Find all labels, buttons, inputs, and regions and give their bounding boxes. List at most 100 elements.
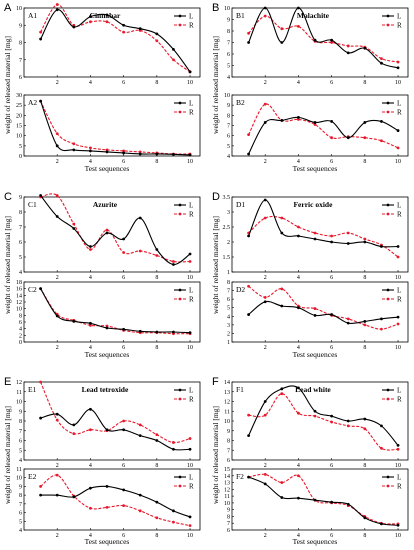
legend-label-D2-L: L	[397, 287, 401, 295]
data-point-F2-L-5	[330, 500, 334, 504]
data-point-C2-L-4	[105, 326, 109, 330]
data-point-C1-L-3	[89, 245, 92, 248]
data-point-E2-R-0	[39, 485, 43, 488]
y-tick-label-F2-5: 11	[224, 494, 230, 500]
data-point-A2-L-8	[172, 152, 175, 156]
data-point-D1-R-7	[363, 237, 367, 241]
panel-label-D1: D1	[236, 200, 245, 209]
y-tick-label-C1-1: 5	[19, 255, 22, 261]
panel-label-D2: D2	[236, 285, 245, 294]
y-tick-label-E1-1: 5	[19, 448, 22, 454]
y-tick-label-F1-5: 11	[224, 409, 230, 415]
series-line-B1-L	[248, 7, 399, 69]
data-point-C1-L-5	[122, 237, 126, 241]
legend-marker-B1-L	[386, 14, 390, 18]
y-tick-label-E1-4: 8	[19, 419, 22, 425]
x-tick-label-A2-3: 8	[155, 159, 158, 165]
panel-D2: 1 2 3 4 5 6 7 8 2 4 6 8 10 D2 LR	[227, 280, 409, 351]
data-point-F1-R-7	[363, 427, 367, 431]
y-tick-label-F2-4: 10	[224, 501, 230, 507]
data-point-D1-R-1	[263, 216, 267, 220]
x-tick-label-B1-4: 10	[395, 80, 401, 86]
data-point-F2-L-2	[280, 496, 284, 499]
data-point-E2-R-9	[188, 524, 192, 528]
series-line-B1-R	[248, 15, 399, 63]
x-tick-label-D1-2: 6	[330, 275, 333, 281]
data-point-E1-R-2	[72, 432, 76, 436]
data-point-D1-R-6	[346, 231, 350, 235]
data-point-E1-L-9	[188, 447, 192, 451]
x-tick-label-F1-3: 8	[363, 463, 366, 469]
panel-label-F1: F1	[236, 385, 244, 394]
x-tick-label-A1-0: 2	[56, 80, 59, 86]
data-point-E1-R-6	[138, 423, 142, 427]
data-point-E2-L-7	[155, 500, 159, 504]
data-point-D2-R-2	[280, 287, 284, 291]
data-point-A2-L-2	[72, 148, 76, 152]
x-tick-label-E2-4: 10	[187, 533, 193, 539]
y-tick-label-F2-0: 6	[227, 528, 230, 534]
figure-letter-A1: A	[4, 2, 12, 14]
data-point-E1-R-8	[172, 441, 175, 444]
data-point-D1-L-4	[313, 237, 317, 241]
data-point-F1-R-0	[247, 413, 251, 417]
data-point-E2-L-3	[89, 486, 92, 490]
x-tick-label-A1-2: 6	[122, 80, 125, 86]
y-tick-label-A2-1: 5	[19, 144, 22, 150]
data-point-C1-L-4	[105, 231, 109, 235]
y-tick-label-D2-1: 2	[227, 331, 230, 337]
y-tick-label-A1-0: 6	[19, 75, 22, 81]
y-axis-label-left-2: weight of released material [mg]	[3, 216, 12, 314]
legend-label-C2-L: L	[189, 287, 193, 295]
legend-marker-F2-L	[386, 475, 390, 479]
data-point-E1-L-8	[172, 447, 175, 451]
data-point-C1-L-0	[39, 194, 43, 197]
data-point-B1-L-7	[363, 46, 367, 50]
y-tick-label-C2-5: 10	[16, 307, 22, 313]
series-line-D2-L	[248, 300, 399, 325]
data-point-D2-R-8	[380, 327, 383, 331]
data-point-D1-L-2	[280, 231, 284, 235]
x-tick-label-A1-1: 4	[89, 80, 92, 86]
data-point-B1-L-5	[330, 38, 334, 42]
panel-B2: 4 5 6 7 8 9 10 2 4 6 8 10 B2 LR	[224, 93, 409, 165]
x-axis-label-right-3: Test sequences	[293, 537, 338, 546]
y-tick-label-B2-1: 5	[227, 144, 230, 150]
data-point-F1-R-1	[263, 413, 267, 417]
y-tick-label-D1-4: 3	[227, 210, 230, 216]
data-point-B1-L-2	[280, 41, 284, 44]
y-tick-label-C1-2: 6	[19, 240, 22, 246]
y-tick-label-F1-0: 6	[227, 458, 230, 464]
series-line-B2-L	[248, 116, 399, 155]
series-line-C1-L	[40, 195, 191, 266]
data-point-F2-L-7	[363, 516, 367, 520]
y-tick-label-C2-8: 16	[16, 287, 22, 293]
panel-label-C2: C2	[28, 285, 37, 294]
data-point-B1-L-1	[263, 6, 267, 10]
data-point-A1-L-7	[155, 32, 159, 36]
y-tick-label-F2-6: 12	[224, 487, 230, 493]
y-tick-label-F1-7: 13	[224, 390, 230, 396]
data-point-F1-R-5	[330, 420, 334, 424]
legend-marker-C2-R	[178, 297, 182, 301]
legend-marker-B1-R	[386, 23, 390, 27]
data-point-E2-R-3	[89, 506, 92, 510]
x-tick-label-B2-4: 10	[395, 159, 401, 165]
legend-marker-D1-L	[386, 203, 390, 207]
data-point-E1-L-4	[105, 428, 109, 432]
x-tick-label-D2-1: 4	[297, 345, 300, 351]
data-point-B2-L-3	[297, 115, 300, 119]
data-point-A1-L-3	[89, 15, 92, 19]
legend-marker-A2-R	[178, 110, 182, 114]
x-tick-label-A2-1: 4	[89, 159, 92, 165]
data-point-E2-R-6	[138, 509, 142, 513]
data-point-E2-R-7	[155, 516, 159, 520]
data-point-B1-R-1	[263, 14, 267, 18]
figure-letter-D1: D	[212, 191, 220, 203]
y-tick-label-F1-1: 7	[227, 448, 230, 454]
data-point-F1-L-5	[330, 414, 334, 418]
y-tick-label-B2-5: 9	[227, 103, 230, 109]
y-tick-label-A1-4: 10	[16, 6, 22, 12]
y-tick-label-C2-1: 2	[19, 333, 22, 339]
